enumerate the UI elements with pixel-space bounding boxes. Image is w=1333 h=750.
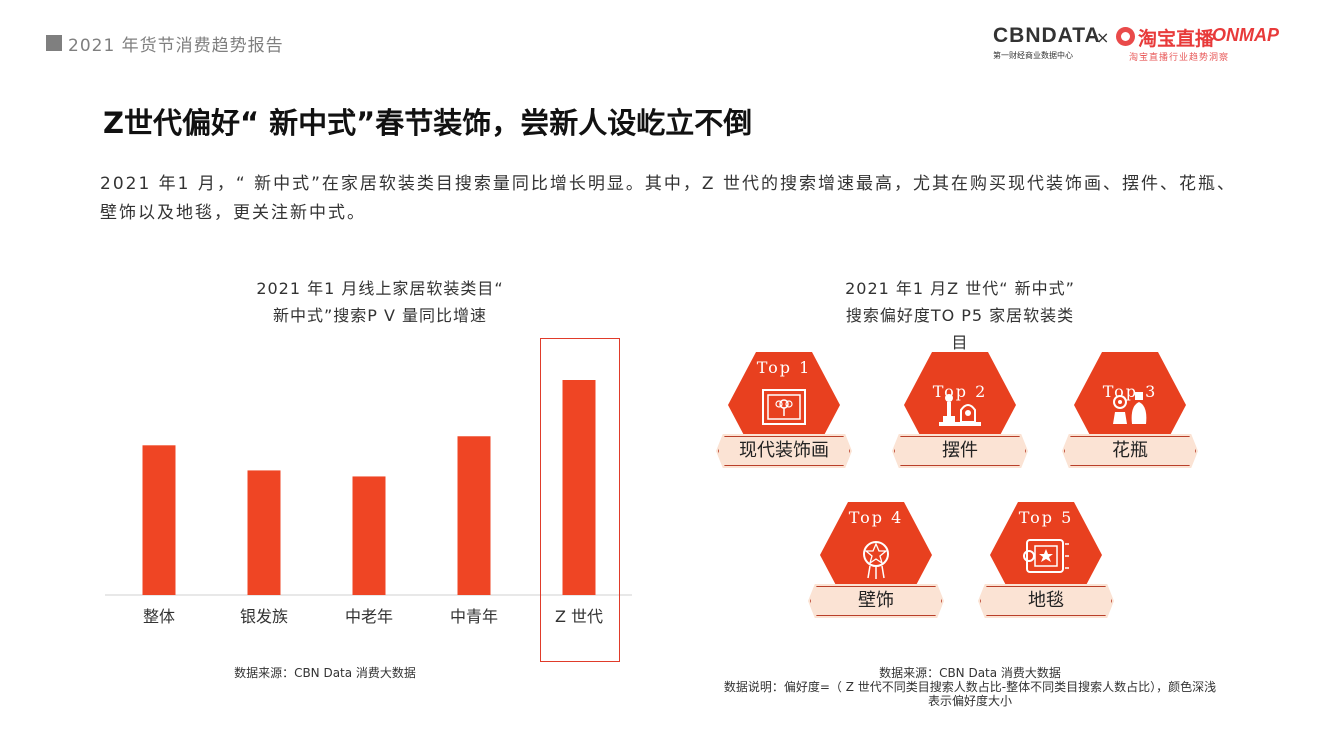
report-title: 2021 年货节消费趋势报告 <box>68 36 284 56</box>
top5-title-line2: 搜索偏好度TO P5 家居软装类 <box>845 306 1075 325</box>
highlight-box <box>540 338 620 662</box>
bar-chart-title: 2021 年1 月线上家居软装类目“ 新中式”搜索P V 量同比增速 <box>210 275 550 329</box>
onmap-logo-text: ONMAP <box>1212 25 1279 45</box>
top5-badge: Top 5 地毯 <box>978 502 1114 632</box>
brand-logo: CBNDATA 第一财经商业数据中心 × 淘宝直播 ONMAP 淘宝直播行业趋势… <box>993 24 1293 64</box>
vase-icon <box>1113 392 1147 424</box>
category-label: 地毯 <box>1028 590 1064 611</box>
top5-title-line3: 目 <box>951 333 969 352</box>
label-ribbon <box>716 434 852 468</box>
top5-note-line1: 数据说明：偏好度=（ Z 世代不同类目搜索人数占比-整体不同类目搜索人数占比），… <box>723 680 1217 694</box>
category-label: 现代装饰画 <box>739 440 829 461</box>
top4-badge: Top 4 壁饰 <box>808 502 944 632</box>
top5-note-line2: 表示偏好度大小 <box>927 694 1012 708</box>
framed-flower-painting-icon <box>762 389 806 425</box>
label-ribbon <box>978 584 1114 618</box>
category-label: 壁饰 <box>858 590 894 611</box>
label-ribbon <box>1062 434 1198 468</box>
bar-chart-title-line2: 新中式”搜索P V 量同比增速 <box>272 306 488 325</box>
top1-badge: Top 1 现代装饰画 <box>716 352 852 482</box>
top5-title: 2021 年1 月Z 世代“ 新中式” 搜索偏好度TO P5 家居软装类 目 <box>810 275 1110 356</box>
category-label: 花瓶 <box>1112 440 1148 461</box>
bar-2 <box>247 470 281 595</box>
cbndata-logo-subtitle: 第一财经商业数据中心 <box>993 51 1073 60</box>
top2-badge: Top 2 摆件 <box>892 352 1028 482</box>
category-tick-label: 中老年 <box>345 607 393 626</box>
category-tick-label: 银发族 <box>240 607 288 626</box>
bar-chart-title-line1: 2021 年1 月线上家居软装类目“ <box>256 279 504 298</box>
rank-label: Top 5 <box>1018 508 1074 527</box>
category-tick-label: 中青年 <box>450 607 498 626</box>
taobao-live-icon <box>1116 27 1135 46</box>
rank-label: Top 4 <box>848 508 904 527</box>
cbndata-logo-text: CBNDATA <box>993 24 1101 47</box>
top5-source: 数据来源：CBN Data 消费大数据 数据说明：偏好度=（ Z 世代不同类目搜… <box>680 666 1260 708</box>
bar-1 <box>142 445 176 595</box>
bar-5 <box>562 380 596 595</box>
category-tick-label: 整体 <box>143 607 175 626</box>
top3-badge: Top 3 花瓶 <box>1062 352 1198 482</box>
category-tick-label: Z 世代 <box>555 607 603 626</box>
category-label: 摆件 <box>942 440 978 461</box>
logo-cross: × <box>1096 28 1110 47</box>
bar-chart: 整体 银发族 中老年 中青年 Z 世代 <box>105 380 632 626</box>
top5-source-line: 数据来源：CBN Data 消费大数据 <box>879 666 1061 680</box>
header-square-icon <box>46 35 62 51</box>
taobao-logo-subtitle: 淘宝直播行业趋势洞察 <box>1129 53 1230 63</box>
ornament-figurines-icon <box>939 394 981 426</box>
label-ribbon <box>892 434 1028 468</box>
rank-label: Top 1 <box>756 358 812 377</box>
top5-title-line1: 2021 年1 月Z 世代“ 新中式” <box>845 279 1075 298</box>
bar-3 <box>352 476 386 595</box>
dreamcatcher-icon <box>863 541 889 579</box>
label-ribbon <box>808 584 944 618</box>
bar-4 <box>457 436 491 595</box>
rug-icon <box>1023 539 1069 573</box>
taobao-live-logo-text: 淘宝直播 <box>1138 28 1215 50</box>
page-description: 2021 年1 月，“ 新中式”在家居软装类目搜索量同比增长明显。其中，Z 世代… <box>100 174 1236 223</box>
page-title: Z世代偏好“ 新中式”春节装饰，尝新人设屹立不倒 <box>103 106 753 140</box>
bar-chart-source: 数据来源：CBN Data 消费大数据 <box>234 666 416 680</box>
